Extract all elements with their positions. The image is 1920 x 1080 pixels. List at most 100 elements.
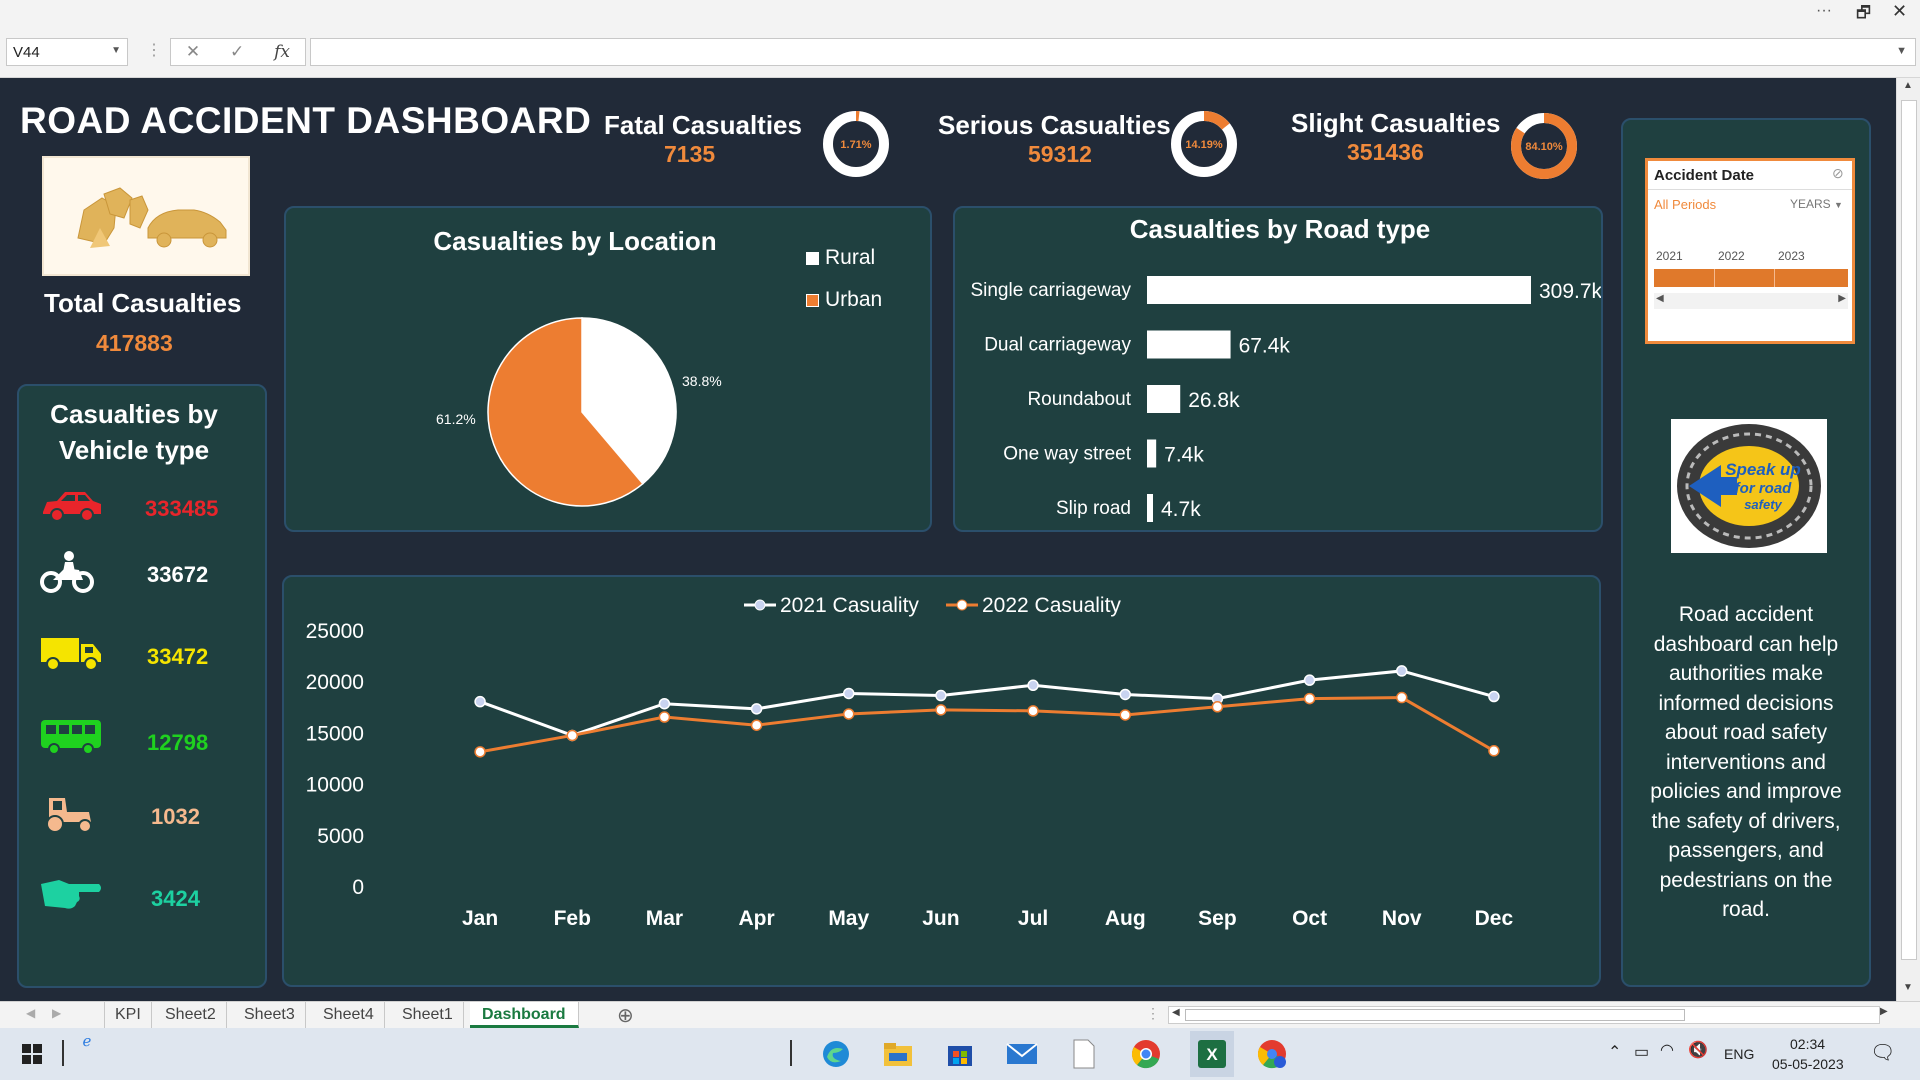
formula-bar: V44 ▼ ⋮ ✕ ✓ fx ▼ bbox=[0, 26, 1920, 78]
slicer-scrollbar[interactable]: ◀ ▶ bbox=[1654, 293, 1848, 309]
notifications-icon[interactable]: 🗨 bbox=[1870, 1042, 1896, 1064]
edge-icon[interactable] bbox=[818, 1036, 854, 1072]
car-icon bbox=[43, 492, 101, 522]
clock-time[interactable]: 02:34 bbox=[1790, 1036, 1826, 1052]
y-tick-label: 25000 bbox=[306, 620, 364, 643]
legend-label: 2022 Casuality bbox=[982, 594, 1121, 617]
legend-label: Urban bbox=[825, 288, 883, 311]
language-indicator[interactable]: ENG bbox=[1724, 1046, 1755, 1062]
name-box[interactable]: V44 ▼ bbox=[6, 38, 128, 66]
formula-input[interactable]: ▼ bbox=[310, 38, 1916, 66]
scrollbar-thumb[interactable] bbox=[1901, 100, 1917, 960]
scroll-right-icon[interactable]: ▶ bbox=[1880, 1006, 1888, 1017]
vertical-scrollbar[interactable]: ▲ ▼ bbox=[1896, 78, 1920, 1001]
line-point bbox=[1027, 679, 1039, 692]
line-point bbox=[1488, 745, 1500, 757]
insert-function-icon[interactable]: fx bbox=[274, 42, 291, 62]
vehicle-panel-title-line2: Vehicle type bbox=[58, 435, 210, 465]
prev-sheet-icon[interactable]: ◀ bbox=[26, 1006, 36, 1020]
enter-icon[interactable]: ✓ bbox=[230, 42, 245, 61]
battery-icon[interactable]: ▭ bbox=[1634, 1044, 1650, 1061]
slicer-year-2021[interactable]: 2021 bbox=[1656, 249, 1683, 263]
scroll-down-icon[interactable]: ▼ bbox=[1903, 982, 1913, 993]
excel-icon[interactable]: X bbox=[1190, 1031, 1234, 1077]
ie-icon[interactable]: ℯ bbox=[82, 1033, 92, 1050]
more-options-icon[interactable]: ··· bbox=[1816, 2, 1832, 19]
pie-slice-urban bbox=[487, 317, 644, 507]
clock-date[interactable]: 05-05-2023 bbox=[1772, 1056, 1844, 1072]
slicer-year-2022[interactable]: 2022 bbox=[1718, 249, 1745, 263]
crash-illustration-icon bbox=[77, 187, 227, 248]
accident-date-slicer[interactable]: Accident Date ⊘ All Periods YEARS ▼ 2021… bbox=[1645, 158, 1855, 344]
line-series-2022 bbox=[479, 696, 1495, 754]
document-icon[interactable] bbox=[1066, 1036, 1102, 1072]
hscroll-thumb[interactable] bbox=[1185, 1009, 1685, 1021]
sheet-tab-sheet4[interactable]: Sheet4 bbox=[313, 1002, 385, 1028]
x-tick-label: Jun bbox=[922, 907, 959, 930]
windows-taskbar: ℯ X ⌃ ▭ ◠ 🔇 ENG 02:34 05-05-2023 🗨 bbox=[0, 1028, 1920, 1080]
scroll-up-icon[interactable]: ▲ bbox=[1903, 80, 1913, 91]
wifi-icon[interactable]: ◠ bbox=[1660, 1042, 1674, 1059]
slicer-divider bbox=[1648, 189, 1852, 190]
bar-category-label: Single carriageway bbox=[970, 280, 1131, 301]
kpi-value: 7135 bbox=[664, 141, 716, 167]
store-icon[interactable] bbox=[942, 1036, 978, 1072]
line-point bbox=[1303, 674, 1316, 686]
horizontal-scrollbar[interactable]: ◀ bbox=[1168, 1006, 1880, 1024]
road-type-bar-chart: Single carriageway 309.7k Dual carriageway… bbox=[970, 276, 1601, 522]
timeline-tick bbox=[1714, 269, 1715, 287]
mail-icon[interactable] bbox=[1004, 1036, 1040, 1072]
add-sheet-icon[interactable]: ⊕ bbox=[617, 1005, 634, 1027]
x-tick-label: Oct bbox=[1292, 907, 1327, 930]
bus-icon bbox=[41, 720, 101, 755]
legend-marker bbox=[754, 599, 766, 611]
cancel-icon[interactable]: ✕ bbox=[185, 42, 201, 61]
speak-up-road-safety-icon: Speak up for road safety bbox=[1677, 424, 1821, 548]
y-tick-label: 5000 bbox=[317, 825, 364, 848]
scroll-left-icon[interactable]: ◀ bbox=[1172, 1007, 1180, 1018]
next-sheet-icon[interactable]: ▶ bbox=[52, 1006, 62, 1020]
scroll-right-icon[interactable]: ▶ bbox=[1838, 293, 1846, 304]
sheet-tab-kpi[interactable]: KPI bbox=[104, 1002, 152, 1028]
legend-label: Rural bbox=[825, 246, 876, 269]
clear-filter-icon[interactable]: ⊘ bbox=[1832, 165, 1844, 181]
volume-icon[interactable]: 🔇 bbox=[1688, 1042, 1708, 1059]
dashboard-canvas: ROAD ACCIDENT DASHBOARD Fatal Casualties… bbox=[0, 78, 1896, 1001]
x-tick-label: Feb bbox=[554, 907, 591, 930]
donut-arc bbox=[1171, 111, 1237, 177]
x-tick-label: Jul bbox=[1018, 907, 1048, 930]
slicer-title: Accident Date bbox=[1654, 167, 1755, 184]
restore-icon[interactable]: 🗗 bbox=[1856, 5, 1872, 22]
x-tick-label: Apr bbox=[738, 907, 774, 930]
logo-text-line2: for road bbox=[1735, 480, 1793, 497]
window-title-strip: ··· 🗗 ✕ bbox=[0, 0, 1920, 26]
sheet-tab-sheet1[interactable]: Sheet1 bbox=[392, 1002, 464, 1028]
donut-pct: 14.19% bbox=[1185, 139, 1223, 151]
bar-value-label: 309.7k bbox=[1539, 280, 1601, 303]
sheet-tab-sheet2[interactable]: Sheet2 bbox=[155, 1002, 227, 1028]
sheet-tab-dashboard[interactable]: Dashboard bbox=[470, 1002, 579, 1028]
close-icon[interactable]: ✕ bbox=[1892, 1, 1908, 21]
windows-start-icon[interactable] bbox=[14, 1036, 50, 1072]
chart-title: Casualties by Road type bbox=[1129, 214, 1431, 244]
slight-donut: 84.10% bbox=[1511, 113, 1577, 179]
road-type-bar bbox=[1147, 494, 1153, 522]
x-tick-label: May bbox=[828, 907, 869, 930]
splitter-grip-icon[interactable]: ⋮ bbox=[1146, 1005, 1160, 1021]
chrome-profile-icon[interactable] bbox=[1254, 1036, 1290, 1072]
scroll-left-icon[interactable]: ◀ bbox=[1656, 293, 1664, 304]
line-point bbox=[1119, 709, 1131, 721]
chevron-up-icon[interactable]: ⌃ bbox=[1608, 1044, 1622, 1061]
slicer-level-dropdown[interactable]: YEARS ▼ bbox=[1790, 197, 1843, 211]
slicer-timeline-bar[interactable] bbox=[1654, 269, 1848, 287]
sheet-tab-sheet3[interactable]: Sheet3 bbox=[234, 1002, 306, 1028]
road-type-bar bbox=[1147, 385, 1181, 413]
expand-formula-icon[interactable]: ▼ bbox=[1896, 45, 1907, 57]
line-point bbox=[843, 687, 855, 700]
chevron-down-icon[interactable]: ▼ bbox=[111, 45, 121, 56]
donut-pct: 1.71% bbox=[840, 139, 871, 151]
slicer-year-2023[interactable]: 2023 bbox=[1778, 249, 1805, 263]
donut-arc bbox=[823, 111, 889, 177]
chrome-icon[interactable] bbox=[1128, 1036, 1164, 1072]
file-explorer-icon[interactable] bbox=[880, 1036, 916, 1072]
